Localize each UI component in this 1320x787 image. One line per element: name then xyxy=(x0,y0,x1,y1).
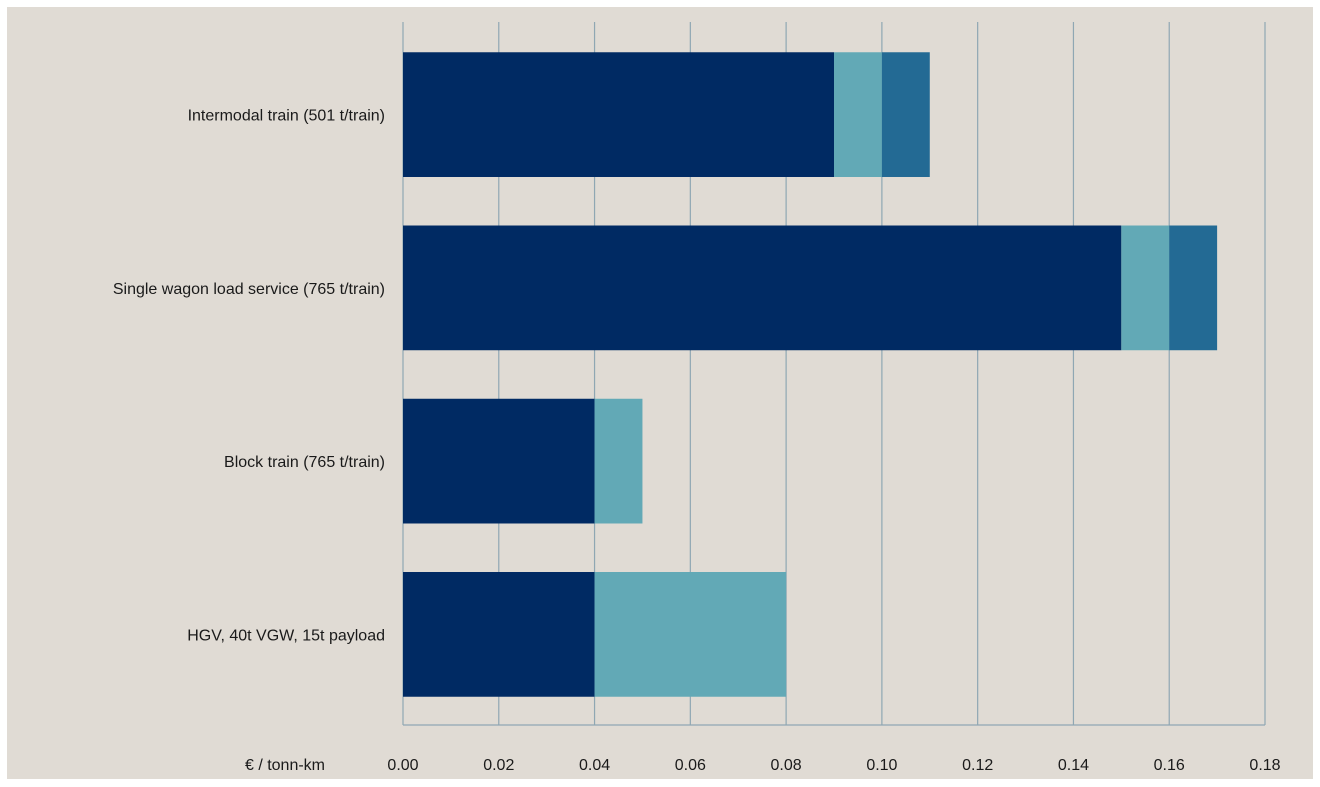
bar-segment xyxy=(594,572,787,697)
x-tick-labels: 0.00 0.02 0.04 0.06 0.08 0.10 0.12 0.14 0.16 0.18 xyxy=(387,757,1280,774)
x-tick-label: 0.12 xyxy=(962,757,993,774)
x-tick-label: 0.00 xyxy=(387,757,418,774)
x-tick-label: 0.06 xyxy=(675,757,706,774)
category-label: Single wagon load service (765 t/train) xyxy=(113,281,385,298)
category-label: Intermodal train (501 t/train) xyxy=(188,108,385,125)
bar-chart: Intermodal train (501 t/train) Single wag… xyxy=(113,22,1281,774)
category-label: Block train (765 t/train) xyxy=(224,454,385,471)
chart: Intermodal train (501 t/train) Single wag… xyxy=(7,7,1313,779)
bar-segment xyxy=(403,225,1122,351)
x-tick-label: 0.18 xyxy=(1249,757,1280,774)
x-tick-label: 0.16 xyxy=(1154,757,1185,774)
x-tick-label: 0.04 xyxy=(579,757,610,774)
x-tick-label: 0.10 xyxy=(866,757,897,774)
bar-segment xyxy=(403,52,834,177)
bars xyxy=(403,52,1218,697)
bar-segment xyxy=(403,572,595,697)
category-labels: Intermodal train (501 t/train) Single wag… xyxy=(113,108,385,645)
x-tick-label: 0.02 xyxy=(483,757,514,774)
x-tick-label: 0.08 xyxy=(771,757,802,774)
x-tick-label: 0.14 xyxy=(1058,757,1089,774)
bar-segment xyxy=(834,52,882,177)
x-axis-label: € / tonn-km xyxy=(245,757,325,774)
bar-segment xyxy=(881,52,930,177)
bar-segment xyxy=(594,398,643,524)
bar-segment xyxy=(1169,225,1218,351)
bar-segment xyxy=(403,398,595,524)
bar-segment xyxy=(1121,225,1170,351)
category-label: HGV, 40t VGW, 15t payload xyxy=(187,627,385,644)
